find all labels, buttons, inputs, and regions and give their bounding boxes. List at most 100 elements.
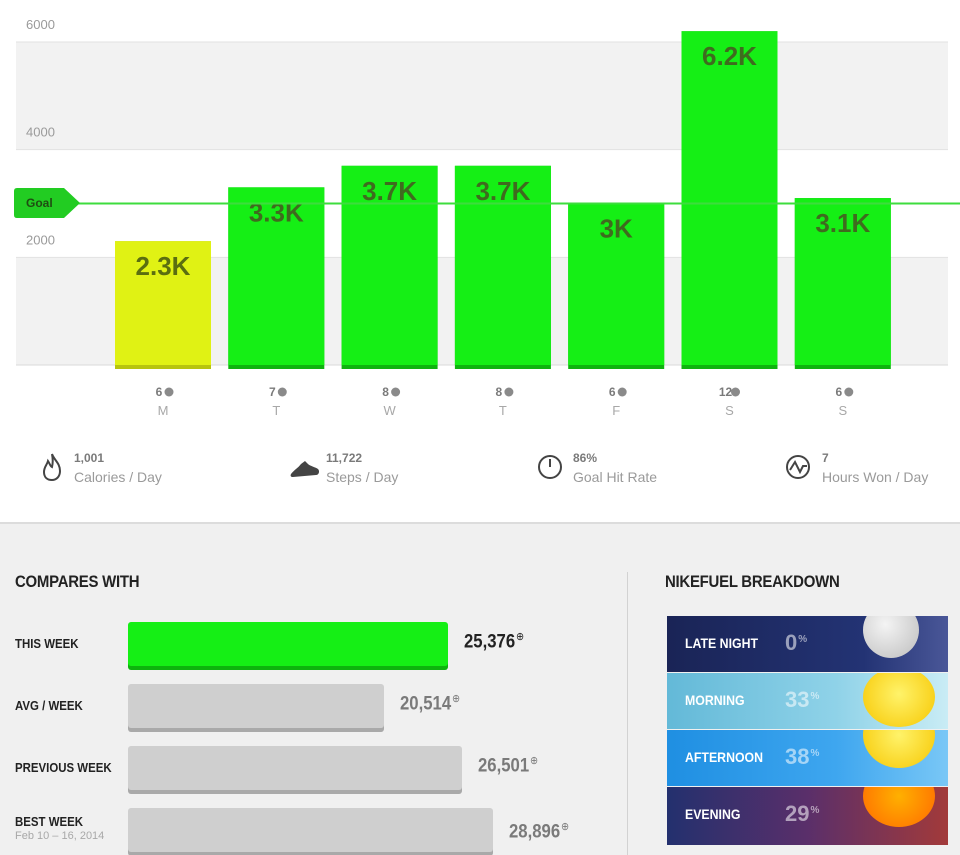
breakdown-row-morning: MORNING 33% [667,673,948,729]
bar-value-label: 3.7K [475,176,530,206]
session-count: 6 [835,385,842,399]
hours-won-value: 7 [822,451,829,465]
session-count: 6 [609,385,616,399]
breakdown-label: AFTERNOON [685,749,764,765]
compare-sublabel: Feb 10 – 16, 2014 [15,830,105,842]
compare-row-previous-week: PREVIOUS WEEK 26,501⊕ [0,744,620,792]
goal-hit-rate-label: Goal Hit Rate [573,469,658,485]
compare-row-best-week: BEST WEEK Feb 10 – 16, 2014 28,896⊕ [0,806,620,854]
compare-value-text: 20,514 [400,693,452,715]
goal-tag-icon [14,188,80,218]
bar [228,187,325,365]
mountain-icon [277,387,287,397]
bar-value-label: 6.2K [702,41,757,71]
bar [454,165,551,365]
day-label: T [272,403,280,418]
y-tick-label: 6000 [26,17,55,32]
fuel-icon: ⊕ [452,693,461,705]
hours-won-label: Hours Won / Day [822,469,929,485]
pulse-icon [786,455,810,479]
breakdown-percent: 38% [785,744,820,769]
sun-icon [863,730,935,768]
mountain-icon [617,387,627,397]
breakdown-percent: 29% [785,801,820,826]
mountain-icon [844,387,854,397]
calories-label: Calories / Day [74,469,162,485]
goal-hit-rate-value: 86% [573,451,598,465]
breakdown-title: NIKEFUEL BREAKDOWN [665,572,840,591]
breakdown-label: LATE NIGHT [685,635,759,651]
breakdown-percent-text: 33 [785,687,810,712]
lower-panel: COMPARES WITH NIKEFUEL BREAKDOWN THIS WE… [0,522,960,855]
session-count: 12 [719,385,733,399]
flame-icon [42,453,62,482]
stat-calories: 1,001 Calories / Day [38,450,218,490]
mountain-icon [731,387,740,397]
compare-row-this-week: THIS WEEK 25,376⊕ [0,620,620,668]
compare-value: 26,501⊕ [478,754,538,777]
mountain-icon [504,387,514,397]
compare-label: THIS WEEK [15,636,79,651]
stat-hours-won: 7 Hours Won / Day [786,450,956,490]
compare-value-text: 28,896 [509,821,561,843]
shoe-icon [290,461,320,477]
bar-value-label: 3.3K [249,197,304,227]
weekly-fuel-chart: 6000 4000 2000 2.3K 6 M 3.3K 7 T 3.7K 8 W 3.7K 8 T 3K 6 F… [14,17,960,418]
breakdown-percent: 33% [785,687,820,712]
compare-value: 20,514⊕ [400,692,460,715]
grid-band [16,42,948,150]
bar-value-label: 3.7K [362,176,417,206]
fuel-icon: ⊕ [561,821,570,833]
calories-value: 1,001 [74,451,105,465]
day-label: M [158,403,169,418]
compare-bar [128,622,448,666]
compares-title: COMPARES WITH [15,572,140,591]
bar-value-label: 3.1K [815,208,870,238]
compare-value-text: 26,501 [478,755,530,777]
compare-bar [128,684,384,728]
goal-label: Goal [26,196,53,210]
steps-label: Steps / Day [326,469,399,485]
compare-bar [128,746,462,790]
session-count: 7 [269,385,276,399]
steps-value: 11,722 [326,451,363,465]
compare-label: PREVIOUS WEEK [15,760,112,775]
mountain-icon [391,387,401,397]
bar [681,31,778,365]
compare-label: AVG / WEEK [15,698,83,713]
gauge-icon [538,455,562,479]
session-count: 8 [382,385,389,399]
breakdown-row-afternoon: AFTERNOON 38% [667,730,948,786]
panel-divider [627,572,628,855]
breakdown-percent: 0% [785,630,808,655]
session-count: 8 [496,385,503,399]
breakdown-percent-text: 38 [785,744,810,769]
bar [794,198,891,365]
compare-label: BEST WEEK [15,814,84,829]
y-tick-label: 2000 [26,232,55,247]
sun-icon [863,673,935,727]
mountain-icon [164,387,174,397]
breakdown-percent-text: 29 [785,801,810,826]
y-tick-label: 4000 [26,125,55,140]
bar [568,203,665,365]
breakdown-percent-text: 0 [785,630,798,655]
bar-value-label: 3K [600,214,633,244]
breakdown-label: EVENING [685,806,741,822]
sunset-icon [863,787,935,827]
breakdown-row-late-night: LATE NIGHT 0% [667,616,948,672]
breakdown-row-evening: EVENING 29% [667,787,948,845]
bar-value-label: 2.3K [136,251,191,281]
goal-marker: Goal [14,188,80,218]
day-label: W [383,403,396,418]
day-label: S [838,403,847,418]
day-label: T [499,403,507,418]
stat-steps: 11,722 Steps / Day [290,450,470,490]
fuel-icon: ⊕ [516,631,525,643]
stat-goal-hit-rate: 86% Goal Hit Rate [537,450,717,490]
breakdown-label: MORNING [685,692,745,708]
fuel-icon: ⊕ [530,755,539,767]
bar [341,165,438,365]
chart-svg: 6000 4000 2000 2.3K 6 M 3.3K 7 T 3.7K 8 W 3.7K 8 T 3K 6 F… [16,17,960,418]
day-label: S [725,403,734,418]
